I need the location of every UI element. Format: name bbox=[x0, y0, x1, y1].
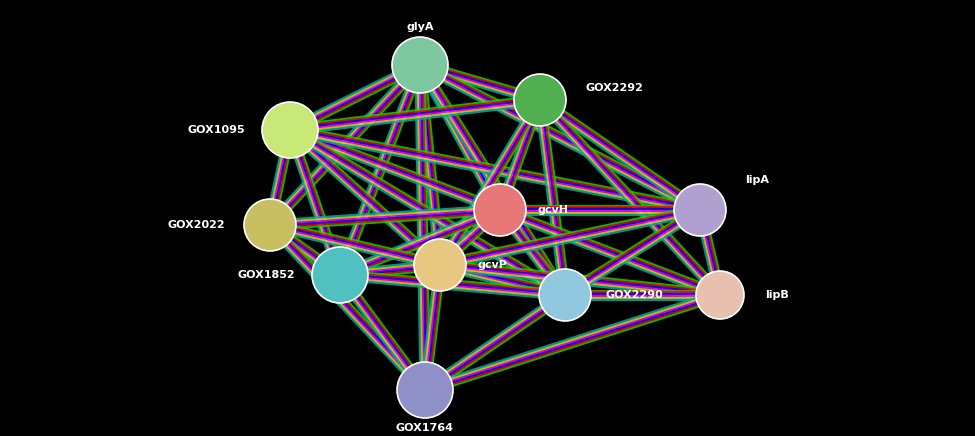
Circle shape bbox=[696, 271, 744, 319]
Circle shape bbox=[539, 269, 591, 321]
Circle shape bbox=[262, 102, 318, 158]
Text: GOX1764: GOX1764 bbox=[396, 423, 454, 433]
Circle shape bbox=[474, 184, 526, 236]
Text: gcvH: gcvH bbox=[538, 205, 569, 215]
Circle shape bbox=[312, 247, 368, 303]
Circle shape bbox=[514, 74, 566, 126]
Circle shape bbox=[244, 199, 296, 251]
Text: GOX2292: GOX2292 bbox=[585, 83, 643, 93]
Text: gcvP: gcvP bbox=[478, 260, 508, 270]
Text: lipB: lipB bbox=[765, 290, 789, 300]
Text: GOX1852: GOX1852 bbox=[237, 270, 295, 280]
Text: lipA: lipA bbox=[745, 175, 769, 185]
Text: GOX2022: GOX2022 bbox=[168, 220, 225, 230]
Circle shape bbox=[674, 184, 726, 236]
Text: GOX1095: GOX1095 bbox=[187, 125, 245, 135]
Text: glyA: glyA bbox=[407, 22, 434, 32]
Circle shape bbox=[414, 239, 466, 291]
Circle shape bbox=[392, 37, 448, 93]
Text: GOX2290: GOX2290 bbox=[605, 290, 663, 300]
Circle shape bbox=[397, 362, 453, 418]
